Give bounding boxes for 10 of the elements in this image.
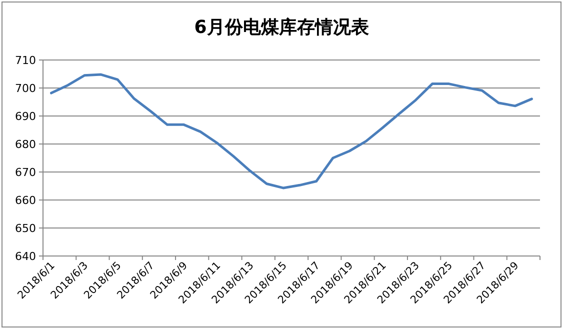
- line-series: [50, 73, 533, 190]
- y-tick-label: 700: [15, 82, 36, 95]
- y-tick-label: 690: [15, 110, 36, 123]
- y-tick-label: 710: [15, 54, 36, 67]
- y-tick-label: 640: [15, 250, 36, 263]
- chart-title: 6月份电煤库存情况表: [194, 17, 369, 38]
- y-tick-label: 680: [15, 138, 36, 151]
- y-tick-label: 660: [15, 194, 36, 207]
- y-tick-label: 650: [15, 222, 36, 235]
- y-tick-label: 670: [15, 166, 36, 179]
